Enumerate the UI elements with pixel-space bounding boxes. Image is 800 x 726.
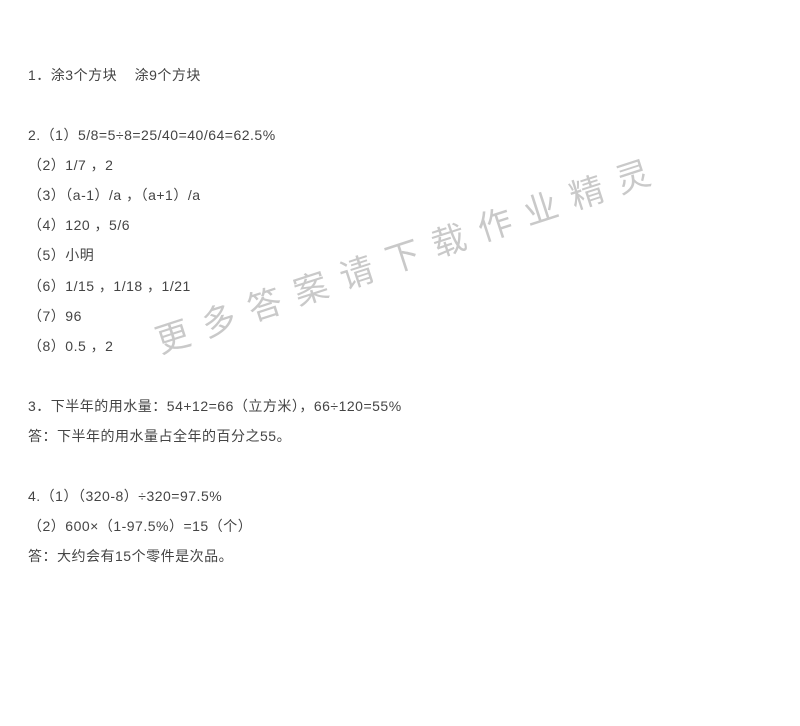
document-page: 1．涂3个方块 涂9个方块 2.（1）5/8=5÷8=25/40=40/64=6…	[0, 0, 800, 726]
blank-2	[28, 361, 772, 391]
blank-3	[28, 451, 772, 481]
q4-line2: （2）600×（1-97.5%）=15（个）	[28, 511, 772, 541]
q3-line2: 答：下半年的用水量占全年的百分之55。	[28, 421, 772, 451]
q1-line: 1．涂3个方块 涂9个方块	[28, 60, 772, 90]
q2-sub2: （2）1/7 ，2	[28, 150, 772, 180]
blank-1	[28, 90, 772, 120]
q3-line1: 3．下半年的用水量：54+12=66（立方米），66÷120=55%	[28, 391, 772, 421]
q2-sub4: （4）120 ，5/6	[28, 210, 772, 240]
q2-sub5: （5）小明	[28, 240, 772, 270]
q2-sub7: （7）96	[28, 301, 772, 331]
q2-sub8: （8）0.5 ，2	[28, 331, 772, 361]
q4-line1: 4.（1）（320-8）÷320=97.5%	[28, 481, 772, 511]
q2-sub3: （3）（a-1）/a ，（a+1）/a	[28, 180, 772, 210]
q4-line3: 答：大约会有15个零件是次品。	[28, 541, 772, 571]
q2-sub6: （6）1/15 ，1/18 ，1/21	[28, 271, 772, 301]
q2-sub1: 2.（1）5/8=5÷8=25/40=40/64=62.5%	[28, 120, 772, 150]
